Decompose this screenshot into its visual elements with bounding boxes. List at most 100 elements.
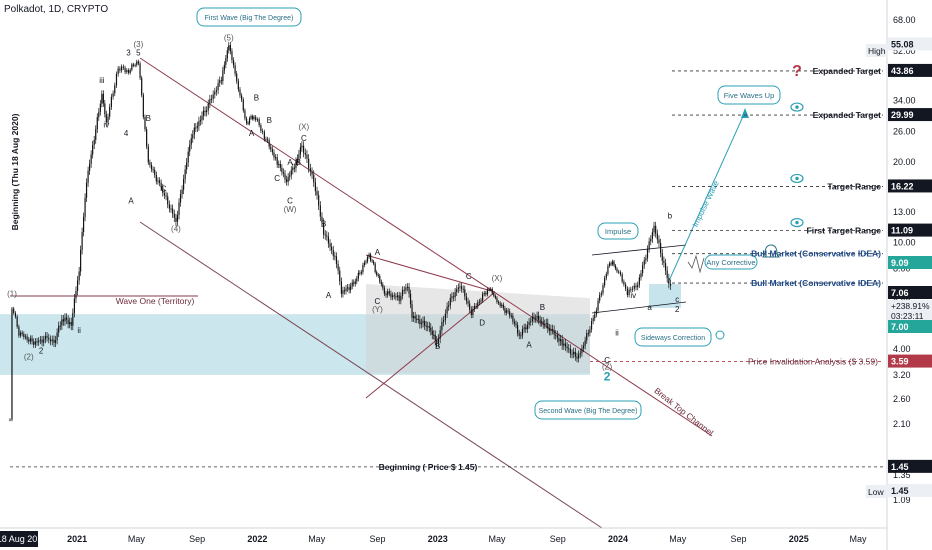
candle-body	[209, 99, 211, 104]
candle-body	[616, 268, 618, 272]
candle-body	[504, 308, 506, 313]
candle-body	[73, 298, 76, 313]
x-tick-label: 2024	[608, 534, 628, 544]
candle-body	[390, 293, 392, 298]
sideways-zone	[649, 284, 681, 308]
wave-label: A	[128, 197, 134, 206]
wave-label: B	[254, 93, 259, 102]
candle-body	[173, 213, 175, 218]
candle-body	[405, 287, 407, 291]
lightbulb-icon	[715, 330, 725, 340]
candle-body	[92, 144, 94, 155]
candle-body	[587, 332, 589, 334]
candle-body	[285, 179, 288, 182]
low-value-bg	[888, 484, 932, 497]
y-tick-label: 20.00	[893, 157, 916, 167]
candle-body	[53, 339, 55, 343]
candle-body	[579, 352, 581, 355]
candle-body	[190, 138, 192, 145]
candle-body	[195, 127, 197, 129]
candle-body	[623, 281, 625, 285]
candle-body	[376, 272, 378, 275]
candle-body	[268, 140, 270, 147]
y-tick-label: 2.10	[893, 419, 911, 429]
candle-body	[175, 217, 177, 222]
candle-body	[544, 324, 546, 326]
candle-body	[39, 339, 41, 341]
candle-body	[664, 263, 667, 271]
candle-body	[9, 419, 11, 421]
candle-body	[142, 95, 144, 118]
wave-label: A	[287, 158, 293, 167]
candle-body	[127, 70, 130, 73]
candle-body	[170, 208, 172, 210]
candle-body	[242, 99, 244, 111]
candle-body	[646, 248, 649, 259]
eye-icon	[790, 217, 804, 228]
level-badge-1: 29.99	[891, 110, 914, 120]
question-mark: ?	[792, 63, 802, 80]
candle-body	[187, 151, 189, 163]
wave-label: B	[540, 303, 545, 312]
impulse-arrow-head	[741, 108, 749, 118]
candle-body	[327, 236, 330, 244]
candle-body	[371, 260, 373, 262]
wave-label: (1)	[7, 289, 17, 298]
candle-body	[653, 225, 655, 233]
wave-label: C	[287, 197, 293, 206]
candle-body	[477, 302, 479, 307]
candle-body	[256, 119, 259, 121]
candle-body	[253, 116, 255, 119]
candle-body	[586, 333, 588, 341]
candle-body	[26, 336, 28, 340]
candle-body	[244, 110, 246, 119]
callout-text: Impulse	[605, 227, 631, 236]
x-tick-label: 2025	[789, 534, 809, 544]
candle-body	[460, 286, 463, 289]
candle-body	[574, 351, 576, 357]
y-tick-label: 13.00	[893, 207, 916, 217]
candle-body	[531, 316, 533, 322]
candle-body	[136, 61, 138, 66]
candle-body	[282, 171, 285, 174]
candle-body	[255, 116, 257, 121]
candle-body	[640, 273, 642, 278]
candle-body	[550, 329, 552, 331]
x-tick-label: 2021	[67, 534, 87, 544]
impulse-wave-arrow	[667, 111, 746, 284]
candle-body	[87, 170, 89, 183]
candle-body	[648, 241, 650, 249]
candle-body	[178, 202, 180, 216]
candle-body	[220, 80, 222, 82]
candle-body	[150, 164, 153, 170]
candle-body	[165, 195, 167, 197]
level-badge-6: 3.59	[891, 357, 909, 367]
candle-body	[590, 321, 593, 330]
corrective-zigzag-icon	[687, 254, 705, 274]
candle-body	[661, 253, 663, 261]
level-badge-5: 7.06	[891, 288, 909, 298]
candle-body	[251, 116, 254, 119]
wave-label: C	[375, 297, 381, 306]
candle-body	[581, 348, 583, 353]
low-label: Low	[868, 487, 884, 497]
x-tick-label: Sep	[730, 534, 746, 544]
candle-body	[278, 163, 280, 165]
candle-body	[262, 130, 264, 133]
candle-body	[157, 180, 159, 182]
candle-body	[49, 339, 52, 342]
candle-body	[559, 339, 562, 342]
wave-label: ii	[77, 326, 81, 335]
wave-label: B	[435, 342, 440, 351]
zone-badge-bg	[888, 320, 932, 333]
candle-body	[523, 327, 525, 330]
candle-body	[388, 291, 390, 294]
candle-body	[611, 261, 614, 265]
x-tick-label: May	[849, 534, 867, 544]
candle-body	[582, 345, 585, 349]
candle-body	[513, 321, 516, 324]
candle-body	[28, 339, 30, 342]
y-tick-label: 10.00	[893, 238, 916, 248]
candle-body	[628, 289, 630, 296]
